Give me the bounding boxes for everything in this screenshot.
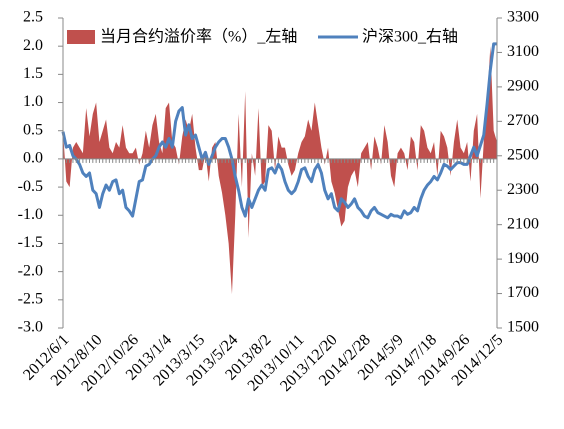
legend-label: 沪深300_右轴 xyxy=(362,28,458,46)
y-tick-label: -0.5 xyxy=(18,178,43,195)
y2-tick-label: 2300 xyxy=(507,181,539,198)
y-tick-label: -1.0 xyxy=(18,206,43,223)
y2-tick-label: 2700 xyxy=(507,112,539,129)
legend-label: 当月合约溢价率（%）_左轴 xyxy=(100,28,297,46)
y-tick-label: 0.5 xyxy=(23,121,43,138)
y2-tick-label: 3100 xyxy=(507,43,539,60)
y-tick-label: -3.0 xyxy=(18,319,43,336)
y-tick-label: 1.5 xyxy=(23,65,43,82)
y2-tick-label: 1700 xyxy=(507,284,539,301)
y-tick-label: -2.5 xyxy=(18,290,43,307)
y-tick-label: -2.0 xyxy=(18,262,43,279)
y-tick-label: 2.5 xyxy=(23,9,43,26)
area xyxy=(63,46,497,295)
y2-tick-label: 1900 xyxy=(507,250,539,267)
y2-tick-label: 2100 xyxy=(507,215,539,232)
y-tick-label: -1.5 xyxy=(18,234,43,251)
y-tick-label: 1.0 xyxy=(23,93,43,110)
y2-tick-label: 1500 xyxy=(507,319,539,336)
y2-tick-label: 3300 xyxy=(507,9,539,26)
line xyxy=(61,42,497,220)
y-tick-label: 2.0 xyxy=(23,37,43,54)
y2-tick-label: 2900 xyxy=(507,78,539,95)
y-tick-label: 0.0 xyxy=(23,150,43,167)
legend-swatch xyxy=(67,30,95,44)
y2-tick-label: 2500 xyxy=(507,146,539,163)
